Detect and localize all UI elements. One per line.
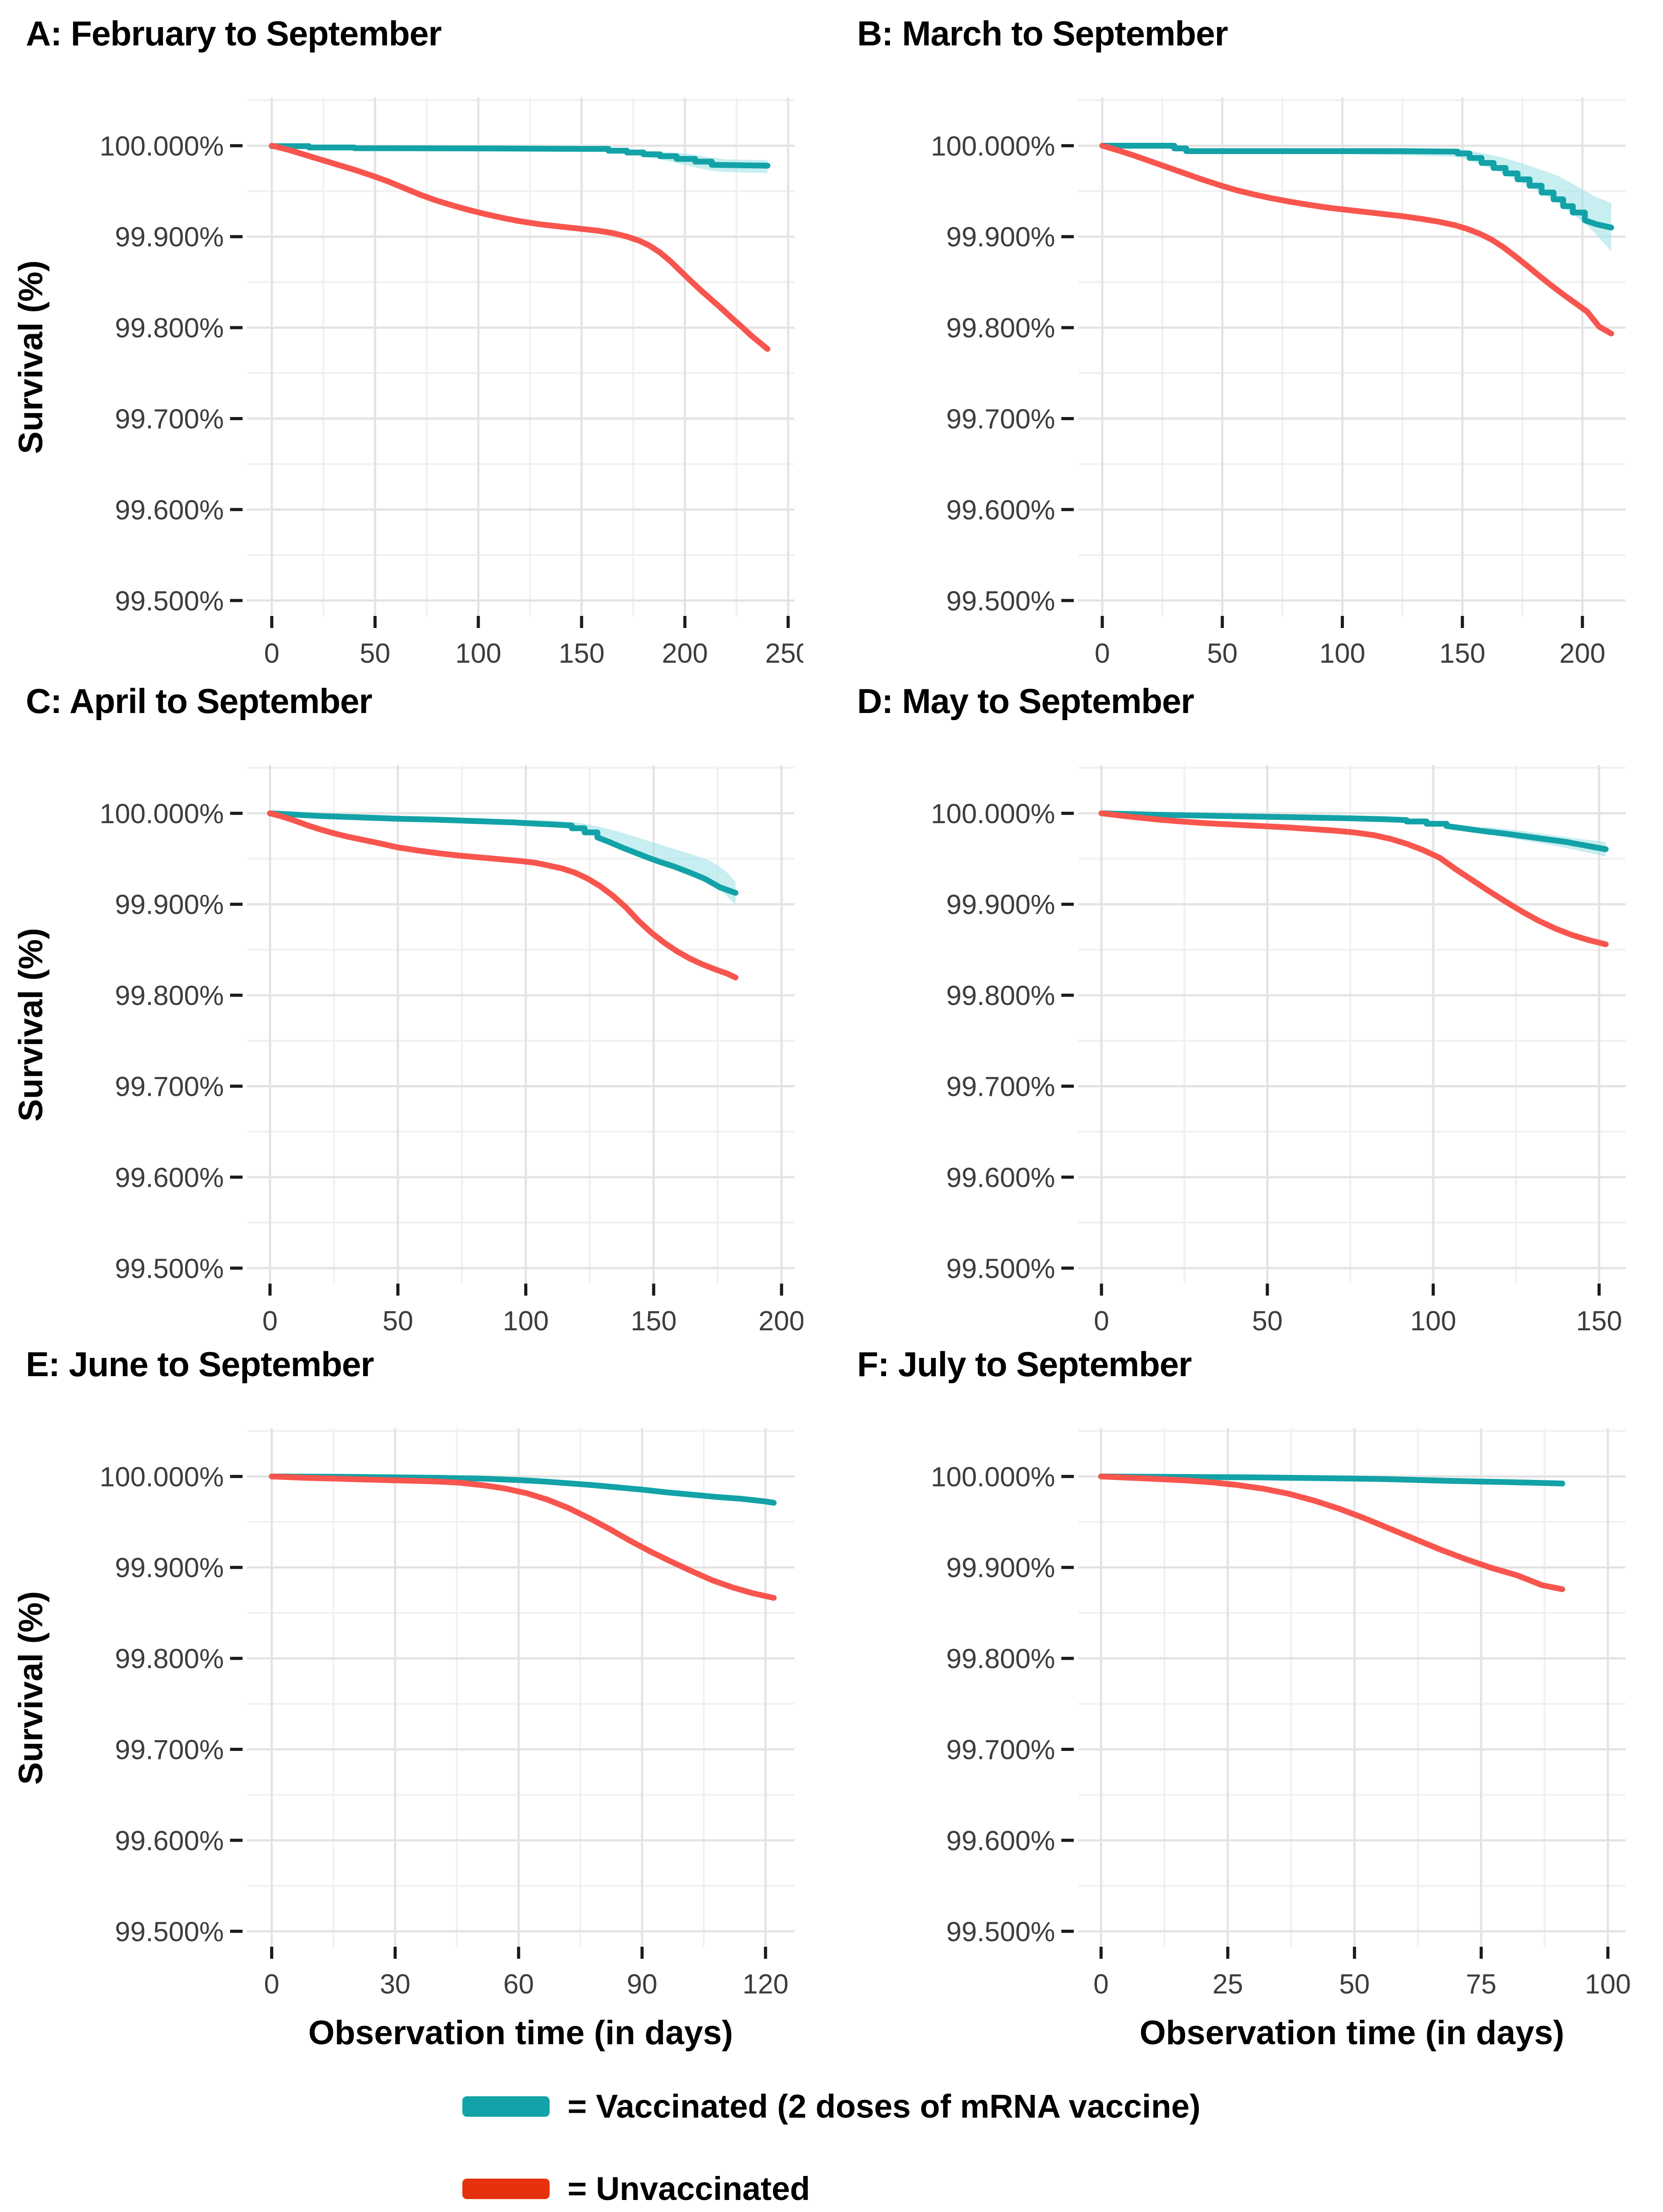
- svg-text:60: 60: [503, 1969, 534, 2000]
- panel-b-title: B: March to September: [857, 14, 1228, 53]
- svg-text:99.900%: 99.900%: [115, 222, 224, 253]
- svg-text:99.500%: 99.500%: [115, 1253, 224, 1284]
- svg-text:99.700%: 99.700%: [946, 1071, 1055, 1102]
- svg-text:99.900%: 99.900%: [946, 1553, 1055, 1584]
- svg-text:100.000%: 100.000%: [931, 131, 1055, 162]
- svg-text:50: 50: [1207, 638, 1238, 669]
- svg-text:99.700%: 99.700%: [946, 1734, 1055, 1765]
- svg-text:99.500%: 99.500%: [946, 586, 1055, 616]
- svg-text:0: 0: [264, 1969, 279, 2000]
- svg-text:99.600%: 99.600%: [946, 1826, 1055, 1856]
- panel-a-title: A: February to September: [26, 14, 442, 53]
- svg-text:99.800%: 99.800%: [946, 1644, 1055, 1674]
- svg-text:200: 200: [662, 638, 708, 669]
- svg-text:99.700%: 99.700%: [115, 1071, 224, 1102]
- svg-text:99.700%: 99.700%: [946, 404, 1055, 434]
- svg-text:99.500%: 99.500%: [115, 1916, 224, 1947]
- panel-b: B: March to September 0 50 100 150 200 100.00…: [831, 0, 1663, 669]
- panel-e-title: E: June to September: [26, 1345, 374, 1384]
- svg-text:99.500%: 99.500%: [115, 586, 224, 616]
- panel-a-chart: 0 50 100 150 200 250 100.000% 99.900% 99.800% 99.…: [100, 97, 803, 669]
- svg-text:200: 200: [759, 1306, 803, 1337]
- panel-a: A: February to September Survival (%) 0 5…: [0, 0, 831, 669]
- panel-d: D: May to September 0 50 100 150 100.000% 99.…: [831, 668, 1663, 1337]
- svg-text:90: 90: [627, 1969, 657, 2000]
- svg-text:75: 75: [1466, 1969, 1497, 2000]
- svg-text:100.000%: 100.000%: [100, 131, 224, 162]
- legend-label-vaccinated: = Vaccinated (2 doses of mRNA vaccine): [567, 2088, 1201, 2125]
- panel-e-chart: 0 30 60 90 120 100.000% 99.900% 99.800% 99.700% 9…: [100, 1428, 794, 2000]
- unvaccinated-line-swatch: [462, 2178, 550, 2199]
- svg-text:100: 100: [1410, 1306, 1456, 1337]
- svg-text:150: 150: [558, 638, 604, 669]
- panel-c: C: April to September Survival (%) 0 50 10…: [0, 668, 831, 1337]
- legend-item-unvaccinated: = Unvaccinated: [462, 2170, 1200, 2208]
- svg-text:99.600%: 99.600%: [115, 1826, 224, 1856]
- svg-text:99.600%: 99.600%: [946, 1163, 1055, 1193]
- svg-text:99.800%: 99.800%: [115, 313, 224, 344]
- svg-text:100: 100: [1585, 1969, 1631, 2000]
- svg-text:120: 120: [743, 1969, 789, 2000]
- panel-c-chart: 0 50 100 150 200 100.000% 99.900% 99.800% 99.700…: [100, 765, 803, 1337]
- svg-text:50: 50: [360, 638, 390, 669]
- svg-text:0: 0: [262, 1306, 277, 1337]
- svg-text:99.900%: 99.900%: [946, 222, 1055, 253]
- svg-text:250: 250: [765, 638, 803, 669]
- panel-b-chart: 0 50 100 150 200 100.000% 99.900% 99.800% 99.700…: [931, 97, 1626, 669]
- panel-c-title: C: April to September: [26, 681, 372, 721]
- svg-text:99.800%: 99.800%: [115, 980, 224, 1011]
- svg-text:25: 25: [1212, 1969, 1243, 2000]
- svg-text:99.700%: 99.700%: [115, 1734, 224, 1765]
- panel-f-title: F: July to September: [857, 1345, 1192, 1384]
- svg-text:99.500%: 99.500%: [946, 1253, 1055, 1284]
- svg-text:99.800%: 99.800%: [946, 313, 1055, 344]
- svg-text:100: 100: [1319, 638, 1365, 669]
- svg-text:99.600%: 99.600%: [946, 495, 1055, 526]
- svg-text:100.000%: 100.000%: [100, 798, 224, 829]
- svg-text:50: 50: [383, 1306, 413, 1337]
- svg-text:200: 200: [1559, 638, 1605, 669]
- panel-d-title: D: May to September: [857, 681, 1194, 721]
- x-axis-title: Observation time (in days): [1139, 2014, 1565, 2052]
- svg-text:99.600%: 99.600%: [115, 1163, 224, 1193]
- panel-f: F: July to September 0 25 50 75 100 100.000% 9…: [831, 1331, 1663, 2067]
- svg-text:99.800%: 99.800%: [946, 980, 1055, 1011]
- x-axis-title: Observation time (in days): [308, 2014, 733, 2052]
- svg-text:0: 0: [264, 638, 279, 669]
- svg-text:0: 0: [1094, 1306, 1109, 1337]
- legend: = Vaccinated (2 doses of mRNA vaccine) =…: [462, 2087, 1201, 2208]
- panel-d-chart: 0 50 100 150 100.000% 99.900% 99.800% 99.700% 99…: [931, 765, 1626, 1337]
- svg-text:99.900%: 99.900%: [946, 890, 1055, 920]
- svg-text:0: 0: [1095, 638, 1110, 669]
- svg-text:100.000%: 100.000%: [100, 1462, 224, 1492]
- svg-text:100.000%: 100.000%: [931, 798, 1055, 829]
- svg-text:30: 30: [380, 1969, 410, 2000]
- svg-text:100: 100: [503, 1306, 549, 1337]
- svg-text:150: 150: [631, 1306, 676, 1337]
- svg-text:0: 0: [1093, 1969, 1109, 2000]
- svg-text:100.000%: 100.000%: [931, 1462, 1055, 1492]
- svg-text:99.900%: 99.900%: [115, 1553, 224, 1584]
- svg-text:50: 50: [1339, 1969, 1370, 2000]
- legend-item-vaccinated: = Vaccinated (2 doses of mRNA vaccine): [462, 2087, 1201, 2125]
- svg-text:99.600%: 99.600%: [115, 495, 224, 526]
- y-axis-title: Survival (%): [12, 1591, 50, 1785]
- svg-text:50: 50: [1252, 1306, 1283, 1337]
- panel-e: E: June to September Survival (%) 0 30 60 9…: [0, 1331, 831, 2067]
- svg-text:99.500%: 99.500%: [946, 1916, 1055, 1947]
- svg-text:99.800%: 99.800%: [115, 1644, 224, 1674]
- svg-text:150: 150: [1439, 638, 1485, 669]
- legend-label-unvaccinated: = Unvaccinated: [567, 2170, 810, 2207]
- panel-f-chart: 0 25 50 75 100 100.000% 99.900% 99.800% 99.700% 9…: [931, 1428, 1631, 2000]
- svg-text:150: 150: [1576, 1306, 1622, 1337]
- survival-figure: A: February to September Survival (%) 0 5…: [0, 0, 1663, 2067]
- svg-text:99.900%: 99.900%: [115, 890, 224, 920]
- y-axis-title: Survival (%): [12, 928, 50, 1122]
- y-axis-title: Survival (%): [12, 260, 50, 454]
- svg-text:99.700%: 99.700%: [115, 404, 224, 434]
- svg-text:100: 100: [455, 638, 501, 669]
- vaccinated-line-swatch: [462, 2096, 550, 2117]
